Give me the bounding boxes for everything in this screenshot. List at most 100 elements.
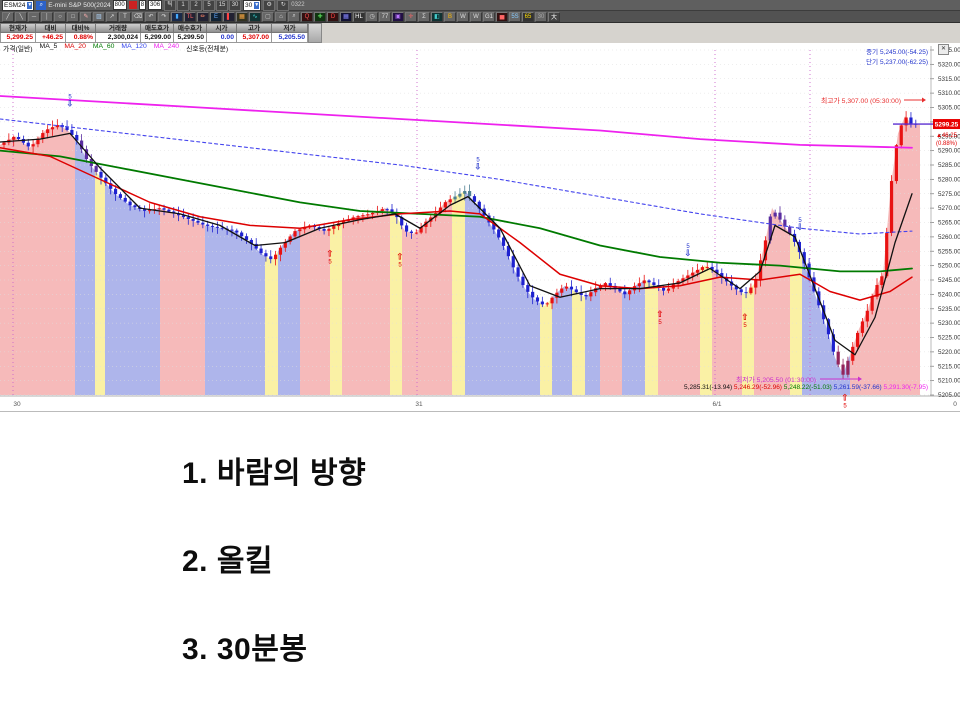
- quote-scroll-button[interactable]: [308, 23, 322, 43]
- screen-code: 0322: [291, 2, 305, 8]
- svg-text:⇩: ⇩: [684, 248, 692, 258]
- timeframe-button-틱[interactable]: 틱: [164, 0, 177, 11]
- period-combo[interactable]: 30 ▼: [243, 0, 262, 11]
- add-icon[interactable]: ✚: [314, 11, 326, 22]
- color-swatch-icon[interactable]: [128, 1, 137, 9]
- tool-line-vertical-icon[interactable]: │: [41, 11, 53, 22]
- quote-value: 5,299.25: [0, 33, 36, 43]
- chart-image-icon[interactable]: ▦: [236, 11, 248, 22]
- high-low-icon[interactable]: HL: [353, 11, 365, 22]
- quote-icon[interactable]: Q: [301, 11, 313, 22]
- svg-text:⇧: ⇧: [841, 392, 849, 402]
- count-field[interactable]: 306: [148, 0, 163, 10]
- search-icon[interactable]: ⌕: [36, 0, 47, 10]
- svg-text:5220.00: 5220.00: [938, 349, 960, 356]
- tool-pencil-icon[interactable]: ✎: [80, 11, 92, 22]
- moving-averages: [0, 95, 913, 356]
- tool-eraser-icon[interactable]: ⌫: [132, 11, 144, 22]
- svg-text:⇧: ⇧: [741, 312, 749, 322]
- current-price-marker: 5299.25 ▲46.25 (0.88%): [893, 119, 960, 147]
- grid-icon[interactable]: ▦: [340, 11, 352, 22]
- svg-text:⇩: ⇩: [474, 162, 482, 172]
- annotations: 최고가 5,307.00 (05:30:00) 최저가 5,205.50 (01:…: [684, 47, 928, 391]
- svg-text:5255.00: 5255.00: [938, 248, 960, 255]
- svg-text:5320.00: 5320.00: [938, 61, 960, 68]
- quote-value: 0.00: [207, 33, 237, 43]
- depth-field[interactable]: 8: [138, 0, 147, 10]
- close-icon[interactable]: ✕: [938, 44, 949, 55]
- svg-text:5295.00: 5295.00: [938, 133, 960, 140]
- tool-text-icon[interactable]: T: [119, 11, 131, 22]
- svg-text:31: 31: [415, 401, 423, 408]
- tool-line-diagonal2-icon[interactable]: ╲: [15, 11, 27, 22]
- mini-chart-icon[interactable]: ▅: [496, 11, 508, 22]
- chart-wave-icon[interactable]: ∿: [249, 11, 261, 22]
- chart-draw-icon[interactable]: ✏: [197, 11, 209, 22]
- chart-candle-icon[interactable]: ▮: [171, 11, 183, 22]
- svg-text:5: 5: [686, 244, 690, 250]
- tool-line-diagonal-icon[interactable]: ╱: [2, 11, 14, 22]
- chart-trendline-icon[interactable]: TL: [184, 11, 196, 22]
- tool-undo-icon[interactable]: ↶: [145, 11, 157, 22]
- quote-column-고가: 고가 5,307.00: [237, 23, 272, 43]
- large-icon[interactable]: 大: [548, 11, 560, 22]
- quote-value: 2,300,024: [96, 33, 141, 43]
- svg-text:30: 30: [13, 401, 21, 408]
- tool-rectangle-icon[interactable]: □: [67, 11, 79, 22]
- alert-icon[interactable]: B: [444, 11, 456, 22]
- chart-volume-icon[interactable]: ▌: [223, 11, 235, 22]
- weekly-icon[interactable]: W: [457, 11, 469, 22]
- svg-text:5,285.31(-13.94) 5,246.29(-52.: 5,285.31(-13.94) 5,246.29(-52.96) 5,248.…: [684, 384, 928, 391]
- thirty-icon[interactable]: 30: [535, 11, 547, 22]
- chart-elliott-icon[interactable]: E: [210, 11, 222, 22]
- instrument-title: E-mini S&P 500(2024: [48, 1, 111, 9]
- timeframe-buttons: 틱 1 2 5 15 30: [164, 0, 242, 11]
- five-s-icon[interactable]: 5S: [509, 11, 521, 22]
- timeframe-button-1[interactable]: 1: [177, 0, 190, 11]
- svg-text:5325.00: 5325.00: [938, 47, 960, 54]
- settings-icon[interactable]: ⚙: [263, 0, 276, 11]
- ma-line-MA_60: [0, 149, 913, 273]
- svg-text:5315.00: 5315.00: [938, 76, 960, 83]
- tool-circle-icon[interactable]: ○: [54, 11, 66, 22]
- tool-arrow-icon[interactable]: ↗: [106, 11, 118, 22]
- timeframe-button-2[interactable]: 2: [190, 0, 203, 11]
- quote-value: 5,205.50: [272, 33, 308, 43]
- timeframe-button-5[interactable]: 5: [203, 0, 216, 11]
- svg-text:5215.00: 5215.00: [938, 363, 960, 370]
- svg-text:5290.00: 5290.00: [938, 148, 960, 155]
- crosshair-icon[interactable]: ✛: [405, 11, 417, 22]
- bars-count-field[interactable]: 800: [112, 0, 127, 10]
- g1-icon[interactable]: G1: [483, 11, 495, 22]
- weekly2-icon[interactable]: W: [470, 11, 482, 22]
- tool-line-horizontal-icon[interactable]: ─: [28, 11, 40, 22]
- sixty-five-icon[interactable]: 65: [522, 11, 534, 22]
- svg-text:5265.00: 5265.00: [938, 220, 960, 227]
- clock-icon[interactable]: ◷: [366, 11, 378, 22]
- slope-icon[interactable]: 77: [379, 11, 391, 22]
- quote-column-대비: 대비 +46.25: [36, 23, 66, 43]
- price-chart[interactable]: 5205.00 5210.00 5215.00 5220.00 5225.00 5230.…: [0, 43, 960, 413]
- ma-line-MA_20: [0, 147, 913, 301]
- tool-redo-icon[interactable]: ↷: [158, 11, 170, 22]
- quote-column-매도호가: 매도호가 5,299.00: [141, 23, 174, 43]
- quote-value: 5,299.00: [141, 33, 174, 43]
- depth-icon[interactable]: D: [327, 11, 339, 22]
- drawing-toolbar: ╱ ╲ ─ │ ○ □ ✎ ▨ ↗ T ⌫ ↶ ↷ ▮ TL ✏ E ▌ ▦ ∿ ▢ ⌂ ⌕ Q ✚ D ▦ HL ◷ 77 ▣ ✛ Σ ◧ B W W…: [0, 11, 960, 23]
- chart-legend: 가격(일반) MA_5 MA_20 MA_60 MA_120 MA_240 신호등(전체분): [3, 43, 228, 53]
- note-item-3: 3. 30분봉: [182, 633, 308, 666]
- svg-text:5225.00: 5225.00: [938, 335, 960, 342]
- zoom-icon[interactable]: ⌕: [288, 11, 300, 22]
- tool-fill-icon[interactable]: ▨: [93, 11, 105, 22]
- purple-tool-icon[interactable]: ▣: [392, 11, 404, 22]
- sum-icon[interactable]: Σ: [418, 11, 430, 22]
- refresh-icon[interactable]: ↻: [277, 0, 290, 11]
- timeframe-button-30[interactable]: 30: [229, 0, 242, 11]
- window-icon[interactable]: ▢: [262, 11, 274, 22]
- home-icon[interactable]: ⌂: [275, 11, 287, 22]
- symbol-combo[interactable]: ESM24 ▼: [2, 0, 35, 11]
- timeframe-button-15[interactable]: 15: [216, 0, 229, 11]
- quote-header: 매도호가: [141, 23, 174, 33]
- quote-column-현재가: 현재가 5,299.25: [0, 23, 36, 43]
- compare-icon[interactable]: ◧: [431, 11, 443, 22]
